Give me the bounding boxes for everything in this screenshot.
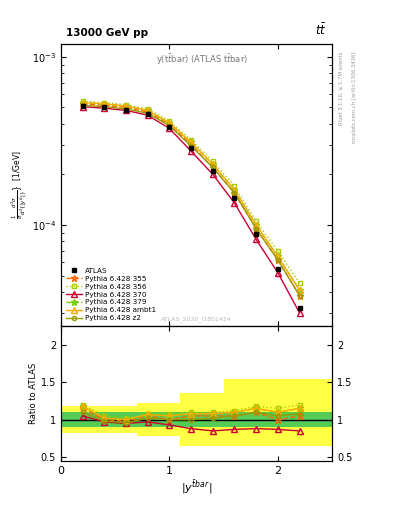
Pythia 6.428 z2 (80, 102, 85, 109)
Pythia 6.428 z2 (297, 292, 302, 298)
Pythia 6.428 ambt1 (297, 287, 302, 293)
ATLAS (102, 104, 107, 111)
Pythia 6.428 355 (275, 257, 280, 263)
Pythia 6.428 z2 (254, 226, 259, 232)
Pythia 6.428 356 (232, 183, 237, 189)
Pythia 6.428 370 (145, 112, 150, 118)
Pythia 6.428 379 (102, 101, 107, 107)
Pythia 6.428 370 (124, 108, 129, 114)
Pythia 6.428 370 (210, 172, 215, 178)
Text: mcplots.cern.ch [arXiv:1306.3436]: mcplots.cern.ch [arXiv:1306.3436] (352, 51, 357, 143)
Pythia 6.428 z2 (232, 190, 237, 196)
Line: Pythia 6.428 355: Pythia 6.428 355 (79, 100, 303, 299)
Text: 13000 GeV pp: 13000 GeV pp (66, 28, 149, 38)
Y-axis label: Ratio to ATLAS: Ratio to ATLAS (29, 363, 38, 424)
Pythia 6.428 ambt1 (145, 108, 150, 114)
Pythia 6.428 356 (254, 218, 259, 224)
Pythia 6.428 356 (124, 101, 129, 108)
Pythia 6.428 ambt1 (210, 161, 215, 167)
Pythia 6.428 370 (254, 237, 259, 243)
Pythia 6.428 379 (189, 139, 193, 145)
Line: ATLAS: ATLAS (80, 103, 302, 311)
Pythia 6.428 356 (80, 98, 85, 104)
Legend: ATLAS, Pythia 6.428 355, Pythia 6.428 356, Pythia 6.428 370, Pythia 6.428 379, P: ATLAS, Pythia 6.428 355, Pythia 6.428 35… (64, 266, 157, 323)
Pythia 6.428 ambt1 (124, 103, 129, 109)
Pythia 6.428 ambt1 (102, 101, 107, 107)
ATLAS (145, 111, 150, 117)
Pythia 6.428 356 (102, 99, 107, 105)
Text: $t\bar{t}$: $t\bar{t}$ (315, 23, 327, 38)
Line: Pythia 6.428 ambt1: Pythia 6.428 ambt1 (80, 100, 302, 293)
Pythia 6.428 379 (275, 253, 280, 260)
Pythia 6.428 z2 (210, 164, 215, 170)
Pythia 6.428 379 (145, 108, 150, 114)
Pythia 6.428 ambt1 (167, 120, 172, 126)
ATLAS (232, 195, 237, 201)
Pythia 6.428 355 (145, 109, 150, 115)
Pythia 6.428 379 (124, 103, 129, 109)
Pythia 6.428 379 (210, 161, 215, 167)
Pythia 6.428 z2 (189, 143, 193, 149)
Pythia 6.428 370 (80, 103, 85, 110)
Pythia 6.428 z2 (145, 110, 150, 116)
Pythia 6.428 355 (297, 292, 302, 298)
Pythia 6.428 355 (232, 190, 237, 196)
Pythia 6.428 379 (297, 287, 302, 293)
Pythia 6.428 356 (145, 106, 150, 112)
X-axis label: $|y^{\bar{t}bar}|$: $|y^{\bar{t}bar}|$ (181, 478, 212, 496)
Y-axis label: $\frac{1}{\sigma}\frac{d^2\sigma}{d^2\{|y^{t\bar{t}}|\}}\}$  [1/GeV]: $\frac{1}{\sigma}\frac{d^2\sigma}{d^2\{|… (10, 151, 31, 219)
Pythia 6.428 370 (297, 310, 302, 316)
ATLAS (124, 106, 129, 113)
Line: Pythia 6.428 z2: Pythia 6.428 z2 (81, 103, 302, 297)
Pythia 6.428 ambt1 (254, 222, 259, 228)
Pythia 6.428 z2 (275, 257, 280, 263)
Pythia 6.428 370 (232, 200, 237, 206)
ATLAS (210, 168, 215, 174)
ATLAS (189, 145, 193, 152)
Pythia 6.428 356 (297, 280, 302, 286)
ATLAS (254, 231, 259, 238)
Pythia 6.428 370 (189, 148, 193, 154)
ATLAS (167, 123, 172, 130)
Pythia 6.428 355 (102, 102, 107, 109)
Pythia 6.428 355 (210, 164, 215, 170)
Text: y(t$\bar{t}$bar) (ATLAS t$\bar{t}$bar): y(t$\bar{t}$bar) (ATLAS t$\bar{t}$bar) (156, 52, 248, 67)
Pythia 6.428 356 (210, 158, 215, 164)
Pythia 6.428 355 (124, 104, 129, 111)
Pythia 6.428 z2 (167, 122, 172, 129)
Line: Pythia 6.428 379: Pythia 6.428 379 (79, 99, 303, 293)
Text: Rivet 3.1.10, ≥ 1.7M events: Rivet 3.1.10, ≥ 1.7M events (339, 51, 344, 125)
Pythia 6.428 355 (80, 101, 85, 107)
Pythia 6.428 ambt1 (80, 99, 85, 105)
Pythia 6.428 370 (167, 125, 172, 132)
Pythia 6.428 370 (102, 105, 107, 111)
Pythia 6.428 356 (189, 137, 193, 143)
Pythia 6.428 356 (167, 118, 172, 124)
Text: ATLAS_2020_I1801434: ATLAS_2020_I1801434 (161, 316, 232, 322)
Pythia 6.428 379 (80, 99, 85, 105)
ATLAS (80, 103, 85, 109)
Pythia 6.428 ambt1 (232, 187, 237, 193)
Pythia 6.428 379 (254, 222, 259, 228)
ATLAS (297, 305, 302, 311)
Pythia 6.428 z2 (124, 106, 129, 112)
Pythia 6.428 379 (167, 120, 172, 126)
Pythia 6.428 355 (167, 121, 172, 127)
Pythia 6.428 379 (232, 187, 237, 193)
Pythia 6.428 370 (275, 270, 280, 276)
Line: Pythia 6.428 356: Pythia 6.428 356 (80, 99, 302, 286)
Pythia 6.428 356 (275, 248, 280, 254)
Pythia 6.428 355 (254, 226, 259, 232)
Pythia 6.428 355 (189, 142, 193, 148)
Pythia 6.428 z2 (102, 103, 107, 110)
Line: Pythia 6.428 370: Pythia 6.428 370 (80, 104, 302, 316)
ATLAS (275, 266, 280, 272)
Pythia 6.428 ambt1 (189, 139, 193, 145)
Pythia 6.428 ambt1 (275, 253, 280, 260)
